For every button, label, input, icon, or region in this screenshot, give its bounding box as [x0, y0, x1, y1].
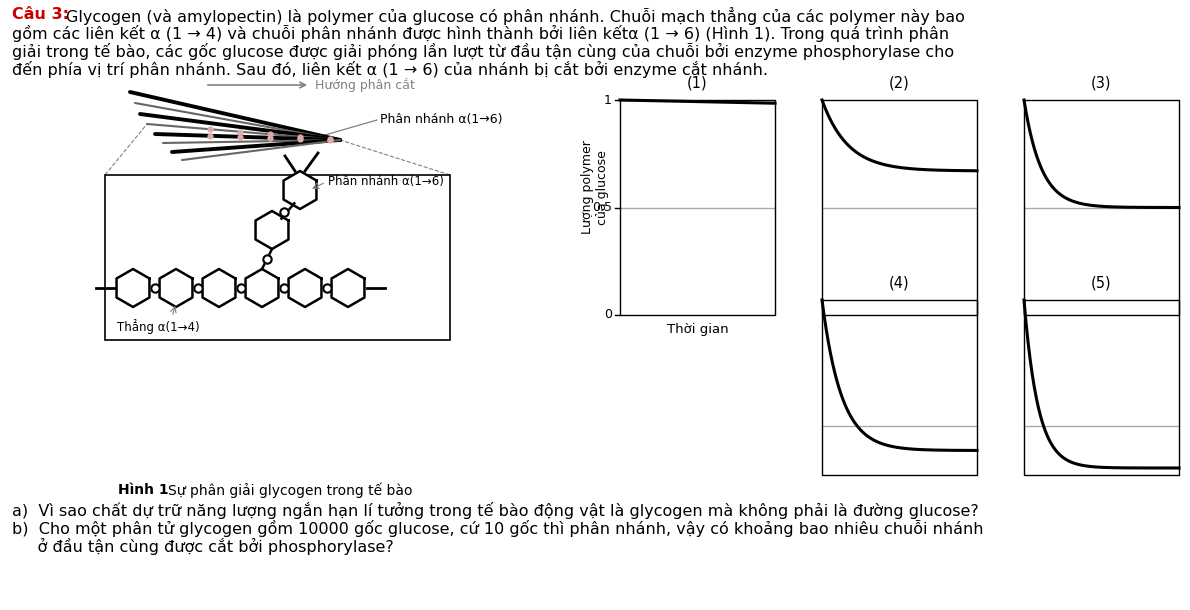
Text: (1): (1): [687, 76, 708, 91]
Text: (2): (2): [889, 76, 910, 91]
Text: Glycogen (và amylopectin) là polymer của glucose có phân nhánh. Chuỗi mạch thẳng: Glycogen (và amylopectin) là polymer của…: [65, 7, 965, 25]
Polygon shape: [256, 211, 288, 249]
Text: a)  Vì sao chất dự trữ năng lượng ngắn hạn lí tưởng trong tế bào động vật là gly: a) Vì sao chất dự trữ năng lượng ngắn hạ…: [12, 502, 978, 519]
Text: gồm các liên kết α (1 → 4) và chuỗi phân nhánh được hình thành bởi liên kếtα (1 : gồm các liên kết α (1 → 4) và chuỗi phân…: [12, 25, 950, 42]
Text: ở đầu tận cùng được cắt bởi phosphorylase?: ở đầu tận cùng được cắt bởi phosphorylas…: [12, 538, 394, 555]
Text: 0: 0: [605, 309, 612, 321]
Text: (5): (5): [1091, 276, 1111, 291]
Text: Sự phân giải glycogen trong tế bào: Sự phân giải glycogen trong tế bào: [168, 483, 413, 498]
Text: Hướng phân cắt: Hướng phân cắt: [315, 78, 415, 92]
Text: (4): (4): [889, 276, 910, 291]
Text: Thẳng α(1→4): Thẳng α(1→4): [117, 319, 200, 334]
Polygon shape: [288, 269, 321, 307]
Text: Câu 3:: Câu 3:: [12, 7, 69, 22]
Text: Hình 1: Hình 1: [118, 483, 169, 497]
Polygon shape: [159, 269, 193, 307]
Polygon shape: [245, 269, 278, 307]
Text: Phân nhánh α(1→6): Phân nhánh α(1→6): [380, 113, 502, 126]
Polygon shape: [332, 269, 364, 307]
Polygon shape: [202, 269, 236, 307]
Text: (3): (3): [1091, 76, 1111, 91]
Bar: [105, 175, 450, 340]
Text: 1: 1: [605, 93, 612, 107]
Text: 0.5: 0.5: [591, 201, 612, 214]
Text: b)  Cho một phân tử glycogen gồm 10000 gốc glucose, cứ 10 gốc thì phân nhánh, vậ: b) Cho một phân tử glycogen gồm 10000 gố…: [12, 520, 983, 537]
Text: Thời gian: Thời gian: [666, 323, 728, 336]
Text: Lượng polymer
của glucose: Lượng polymer của glucose: [581, 140, 609, 234]
Polygon shape: [283, 171, 317, 209]
Text: đến phía vị trí phân nhánh. Sau đó, liên kết α (1 → 6) của nhánh bị cắt bởi enzy: đến phía vị trí phân nhánh. Sau đó, liên…: [12, 61, 768, 78]
Polygon shape: [117, 269, 150, 307]
Text: Phân nhánh α(1→6): Phân nhánh α(1→6): [328, 176, 444, 188]
Text: giải trong tế bào, các gốc glucose được giải phóng lần lượt từ đầu tận cùng của : giải trong tế bào, các gốc glucose được …: [12, 43, 954, 60]
